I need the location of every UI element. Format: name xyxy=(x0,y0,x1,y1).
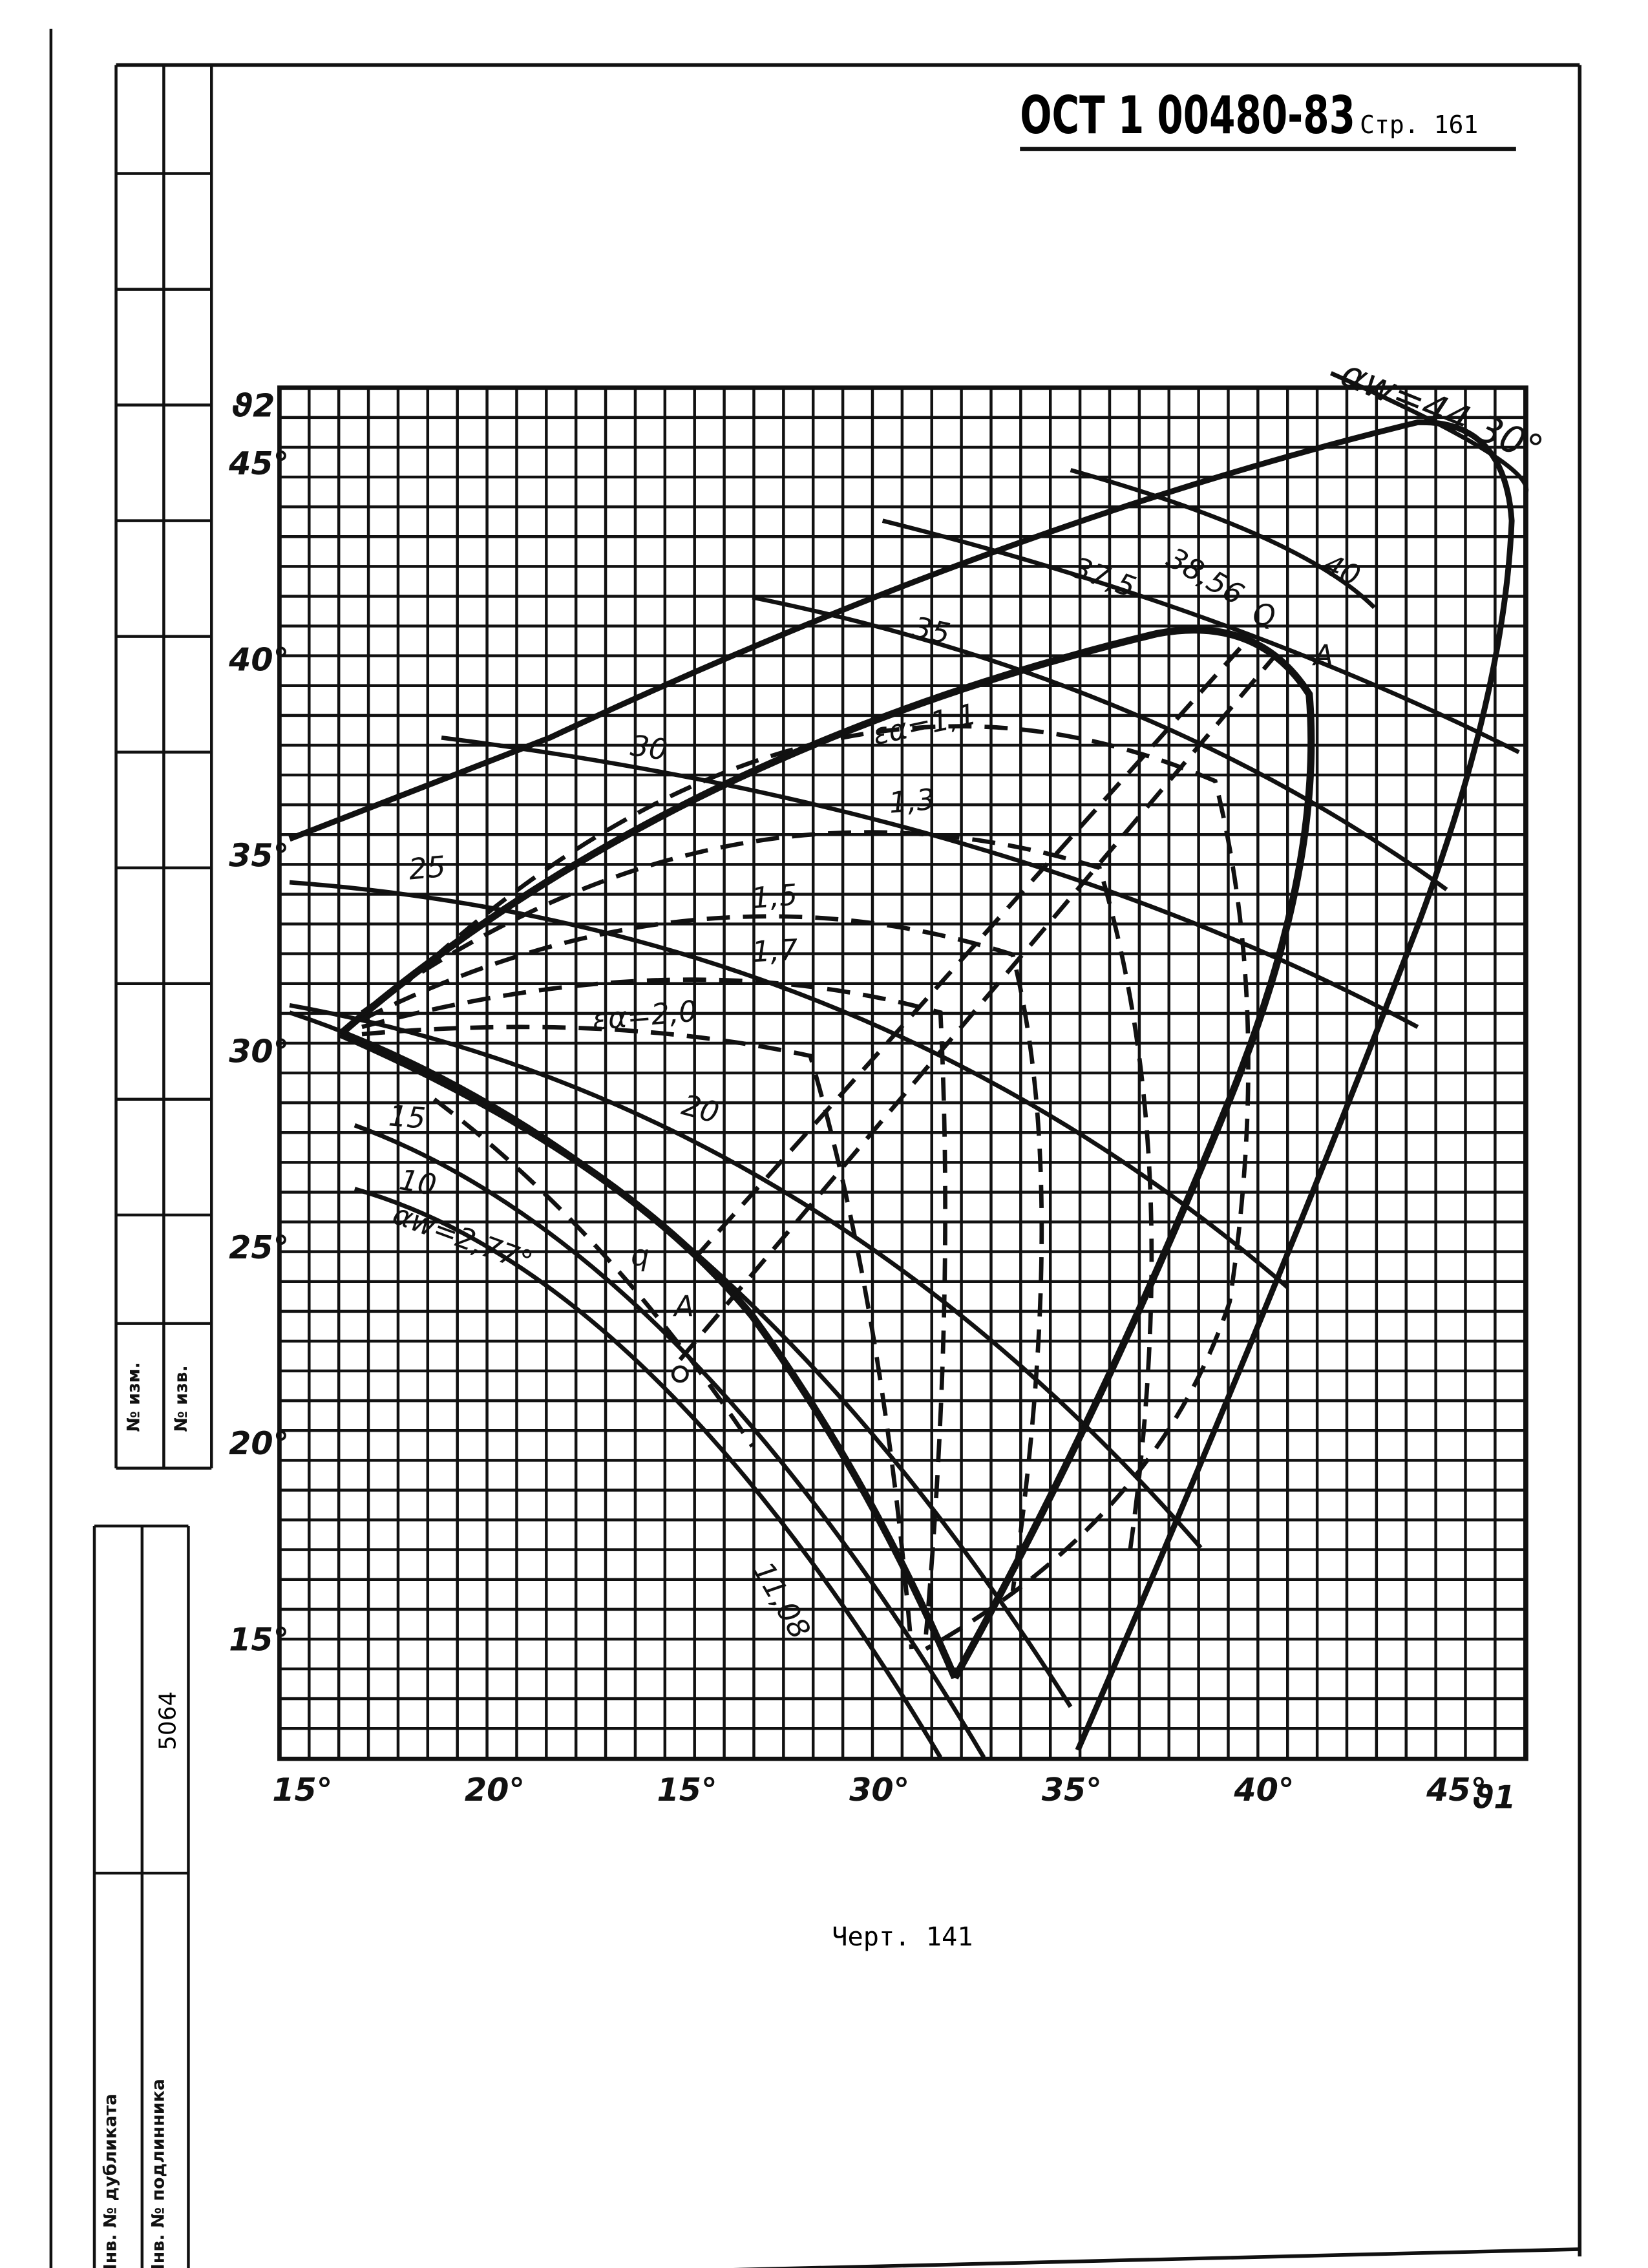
curve-label: 20 xyxy=(678,1088,723,1130)
curve xyxy=(288,419,1515,1752)
curve-label: αw=44,30° xyxy=(1335,351,1549,472)
x-tick-label: 45° xyxy=(1426,1771,1486,1808)
curve xyxy=(354,1123,986,1759)
page-number: Стр. 161 xyxy=(1360,111,1478,139)
x-ticks: 15° 20° 15° 30° 35° 40° 45° xyxy=(272,1771,1486,1808)
curve-label: 1,7 xyxy=(751,932,799,969)
curve-label: 38,56 xyxy=(1161,540,1250,611)
x-tick-label: 15° xyxy=(272,1771,332,1808)
x-tick-label: 35° xyxy=(1042,1771,1102,1808)
curve xyxy=(361,1024,914,1649)
frame-line xyxy=(361,642,1275,1651)
curve-label: 10 xyxy=(397,1162,439,1202)
curve xyxy=(361,914,1044,1592)
y-tick-label: 45° xyxy=(228,445,289,482)
curve-label: 15 xyxy=(387,1098,427,1136)
point-marker xyxy=(671,1365,689,1383)
curve xyxy=(361,977,947,1635)
x-tick-label: 15° xyxy=(657,1771,717,1808)
grid xyxy=(279,387,1527,1760)
curve xyxy=(1070,468,1376,609)
curve-label: 25 xyxy=(407,849,447,887)
y-tick-label: 15° xyxy=(229,1620,289,1658)
curve xyxy=(441,735,1419,1029)
x-axis-label: ϑ1 xyxy=(1473,1778,1516,1816)
point-label: A xyxy=(1312,638,1334,672)
point-label: q xyxy=(631,1238,649,1273)
curve-label: 1,3 xyxy=(887,782,936,820)
y-tick-label: 40° xyxy=(228,641,289,678)
curve xyxy=(432,1097,755,1448)
curve xyxy=(752,595,1448,892)
y-tick-label: 30° xyxy=(229,1033,289,1070)
curve-label: 30 xyxy=(628,728,670,767)
doc-title: ОСТ 1 00480-83 xyxy=(1020,85,1355,145)
plot-border xyxy=(277,385,1528,1761)
side-table xyxy=(92,65,213,2268)
curve-label: 11,08 xyxy=(746,1556,818,1644)
curve xyxy=(339,1030,958,1680)
curve xyxy=(354,1187,943,1759)
curve xyxy=(289,880,1289,1289)
caption: Черт. 141 xyxy=(832,1922,973,1952)
y-axis-label: ϑ2 xyxy=(232,387,275,425)
x-tick-label: 40° xyxy=(1233,1771,1294,1808)
curves xyxy=(288,371,1529,1759)
curve xyxy=(289,1010,1073,1708)
curve xyxy=(1330,371,1529,493)
side-label: Инв. № подлинника xyxy=(148,2079,168,2268)
side-number: 5064 xyxy=(154,1691,181,1750)
curve xyxy=(678,657,1275,1361)
y-ticks: 45° 40° 35° 30° 25° 20° 15° xyxy=(228,445,289,1658)
curve xyxy=(289,1003,1203,1549)
curve-label: 40 xyxy=(1318,547,1366,593)
curve-label: 35 xyxy=(910,610,953,652)
point-label: Q xyxy=(1253,598,1276,632)
side-label: № изв. xyxy=(171,1365,191,1432)
y-tick-label: 35° xyxy=(229,836,289,874)
curve xyxy=(361,830,1154,1563)
side-label: № изм. xyxy=(123,1362,143,1432)
curve xyxy=(882,518,1520,754)
y-tick-label: 25° xyxy=(229,1229,289,1266)
curve-label: 1,5 xyxy=(750,877,799,915)
y-tick-label: 20° xyxy=(229,1425,289,1462)
x-tick-label: 20° xyxy=(465,1771,525,1808)
curve xyxy=(693,642,1246,1260)
x-tick-label: 30° xyxy=(849,1771,909,1808)
curve xyxy=(337,626,1315,1680)
frame-line xyxy=(733,2247,1580,2268)
side-label: Инв. № дубликата xyxy=(101,2093,121,2268)
point-label: A xyxy=(672,1289,694,1323)
curve-label: εα=2,0 xyxy=(591,993,698,1037)
